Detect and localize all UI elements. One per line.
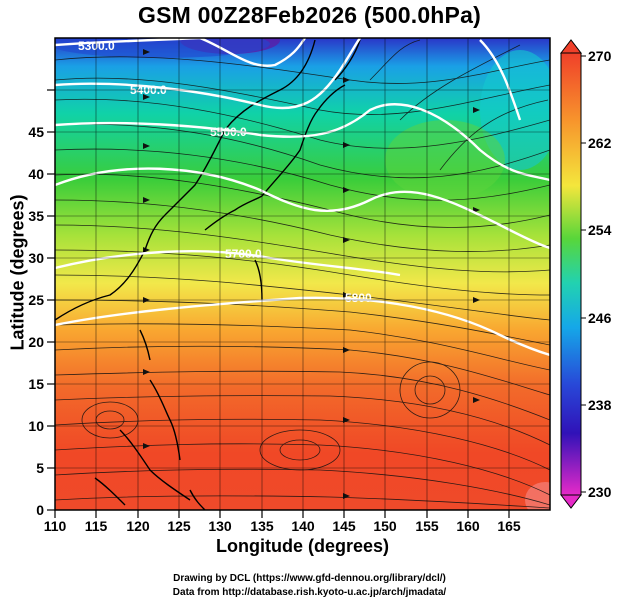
x-tick-label: 155 xyxy=(415,518,439,534)
x-tick-label: 115 xyxy=(85,518,108,534)
colorbar-label: 262 xyxy=(588,135,612,151)
x-tick-label: 130 xyxy=(208,518,232,534)
credit-line-drawing: Drawing by DCL (https://www.gfd-dennou.o… xyxy=(173,573,446,584)
y-axis-label: Latitude (degrees) xyxy=(7,194,28,351)
x-tick-label: 150 xyxy=(373,518,397,534)
temperature-field xyxy=(55,38,550,510)
y-tick-label: 45 xyxy=(28,124,44,140)
colorbar-label: 238 xyxy=(588,397,612,413)
colorbar-label: 230 xyxy=(588,484,612,500)
x-tick-label: 125 xyxy=(167,518,191,534)
colorbar-label: 270 xyxy=(588,48,612,64)
x-tick-label: 160 xyxy=(456,518,480,534)
contour-label: 5700.0 xyxy=(225,247,262,261)
y-tick-label: 35 xyxy=(28,208,44,224)
y-tick-label: 40 xyxy=(28,166,44,182)
y-tick-label: 0 xyxy=(36,502,44,518)
colorbar-label: 246 xyxy=(588,310,612,326)
y-tick-label: 25 xyxy=(28,292,44,308)
colorbar xyxy=(559,39,586,509)
y-tick-label: 5 xyxy=(36,460,44,476)
x-tick-label: 145 xyxy=(332,518,356,534)
x-tick-label: 110 xyxy=(44,518,67,534)
x-axis-label: Longitude (degrees) xyxy=(215,536,389,556)
y-tick-label: 30 xyxy=(28,250,44,266)
y-tick-label: 20 xyxy=(28,334,44,350)
x-tick-label: 140 xyxy=(291,518,315,534)
x-tick-label: 165 xyxy=(497,518,521,534)
contour-label: 5800 xyxy=(345,291,372,305)
y-tick-label: 10 xyxy=(28,418,44,434)
map-title: GSM 00Z28Feb2026 (500.0hPa) xyxy=(138,2,481,28)
x-tick-label: 135 xyxy=(250,518,274,534)
contour-label: 5300.0 xyxy=(78,39,115,53)
colorbar-label: 254 xyxy=(588,222,612,238)
credit-line-data: Data from http://database.rish.kyoto-u.a… xyxy=(172,587,447,598)
y-tick-label: 15 xyxy=(28,376,44,392)
x-tick-label: 120 xyxy=(126,518,150,534)
